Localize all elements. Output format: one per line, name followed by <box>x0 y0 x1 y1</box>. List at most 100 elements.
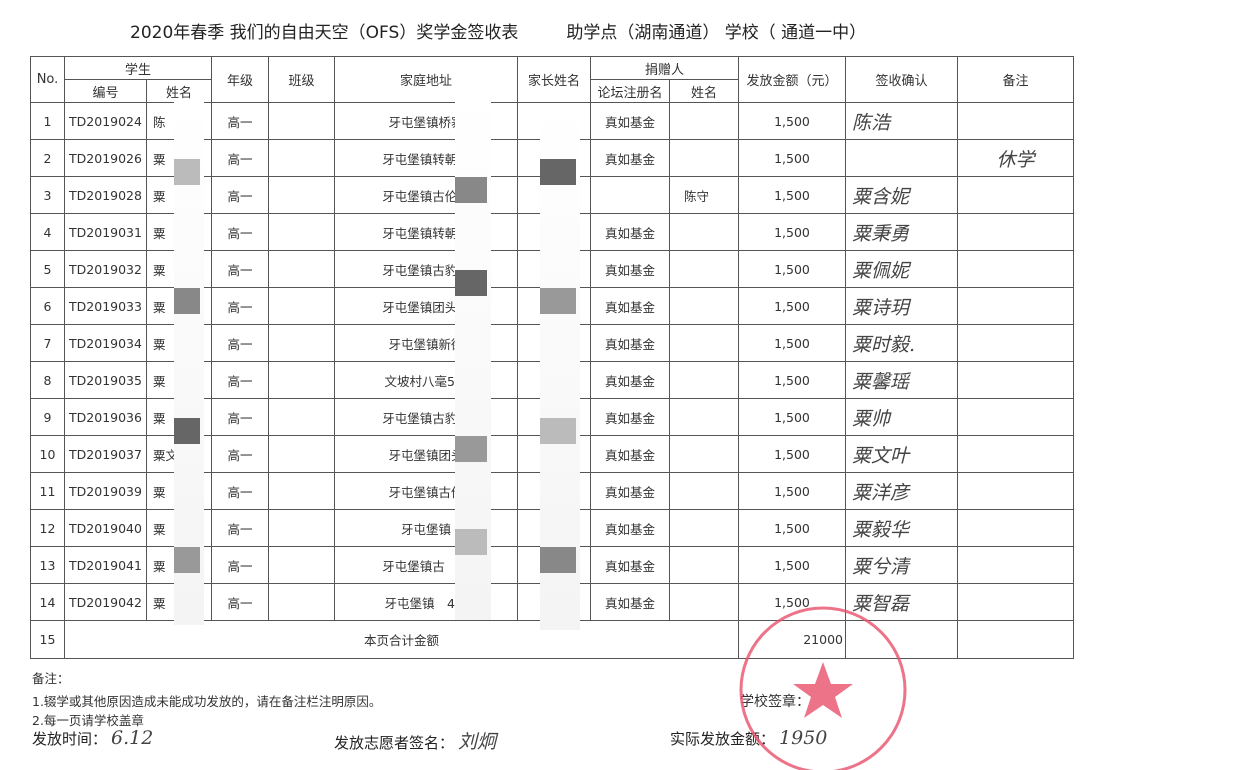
donor-name <box>669 213 739 251</box>
remark <box>957 287 1074 325</box>
grade: 高一 <box>211 546 269 584</box>
donor-name <box>669 546 739 584</box>
donor-name <box>669 139 739 177</box>
student-id: TD2019031 <box>64 213 147 251</box>
student-id: TD2019036 <box>64 398 147 436</box>
col-parent: 家长姓名 <box>517 56 591 103</box>
student-id: TD2019037 <box>64 435 147 473</box>
remark <box>957 472 1074 510</box>
row-no: 6 <box>30 287 65 325</box>
actual-amount-value: 1950 <box>779 727 828 749</box>
grade: 高一 <box>211 583 269 621</box>
donor-name <box>669 509 739 547</box>
redaction-block <box>455 177 487 203</box>
notes-heading: 备注： <box>32 671 70 686</box>
signature: 粟帅 <box>845 398 958 436</box>
amount: 1,500 <box>738 250 846 288</box>
grade: 高一 <box>211 435 269 473</box>
actual-amount-label: 实际发放金额： <box>670 730 776 748</box>
redaction-block <box>174 418 200 444</box>
notes-line1: 1.辍学或其他原因造成未能成功发放的，请在备注栏注明原因。 <box>32 694 382 709</box>
donor-name <box>669 583 739 621</box>
signature: 粟毅华 <box>845 509 958 547</box>
donor-name <box>669 287 739 325</box>
redaction-block <box>174 547 200 573</box>
donor-forum-name: 真如基金 <box>590 398 670 436</box>
grade: 高一 <box>211 250 269 288</box>
redaction-block <box>540 159 576 185</box>
total-amount: 21000 <box>738 620 846 659</box>
remark <box>957 250 1074 288</box>
class <box>268 361 335 399</box>
redaction-mark <box>540 105 580 630</box>
redaction-block <box>540 418 576 444</box>
date-value: 6.12 <box>111 727 154 749</box>
remark <box>957 546 1074 584</box>
col-student-id: 编号 <box>64 79 147 103</box>
col-grade: 年级 <box>211 56 269 103</box>
date-label: 发放时间： <box>32 730 108 748</box>
total-no: 15 <box>30 620 65 659</box>
student-id: TD2019033 <box>64 287 147 325</box>
class <box>268 398 335 436</box>
page-title: 2020年春季 我们的自由天空（OFS）奖学金签收表 助学点（湖南通道） 学校（ … <box>130 18 866 43</box>
total-remark <box>957 620 1074 659</box>
amount: 1,500 <box>738 435 846 473</box>
signature: 粟佩妮 <box>845 250 958 288</box>
grade: 高一 <box>211 361 269 399</box>
donor-name: 陈守 <box>669 176 739 214</box>
row-no: 5 <box>30 250 65 288</box>
student-id: TD2019041 <box>64 546 147 584</box>
signature: 粟秉勇 <box>845 213 958 251</box>
donor-name <box>669 102 739 140</box>
form-title: 2020年春季 我们的自由天空（OFS）奖学金签收表 <box>130 23 519 43</box>
redaction-block <box>455 436 487 462</box>
col-student-name: 姓名 <box>146 79 212 103</box>
donor-name <box>669 398 739 436</box>
signature: 粟洋彦 <box>845 472 958 510</box>
student-id: TD2019042 <box>64 583 147 621</box>
student-id: TD2019028 <box>64 176 147 214</box>
amount: 1,500 <box>738 139 846 177</box>
row-no: 11 <box>30 472 65 510</box>
grade: 高一 <box>211 287 269 325</box>
class <box>268 213 335 251</box>
redaction-mark <box>174 100 204 625</box>
signature: 粟含妮 <box>845 176 958 214</box>
donor-forum-name <box>590 176 670 214</box>
signature: 粟时毅. <box>845 324 958 362</box>
student-id: TD2019026 <box>64 139 147 177</box>
grade: 高一 <box>211 213 269 251</box>
donor-forum-name: 真如基金 <box>590 583 670 621</box>
volunteer-label: 发放志愿者签名： <box>334 734 455 752</box>
col-donor: 捐赠人 <box>590 56 739 80</box>
signature: 陈浩 <box>845 102 958 140</box>
grade: 高一 <box>211 139 269 177</box>
class <box>268 509 335 547</box>
donor-forum-name: 真如基金 <box>590 213 670 251</box>
donor-forum-name: 真如基金 <box>590 102 670 140</box>
class <box>268 287 335 325</box>
signature: 粟馨瑶 <box>845 361 958 399</box>
remark <box>957 361 1074 399</box>
row-no: 2 <box>30 139 65 177</box>
donor-forum-name: 真如基金 <box>590 435 670 473</box>
amount: 1,500 <box>738 546 846 584</box>
donor-forum-name: 真如基金 <box>590 509 670 547</box>
row-no: 9 <box>30 398 65 436</box>
donor-forum-name: 真如基金 <box>590 361 670 399</box>
row-no: 13 <box>30 546 65 584</box>
remark <box>957 583 1074 621</box>
total-label: 本页合计金额 <box>64 620 739 659</box>
scholarship-table: No. 学生 年级 班级 家庭地址 家长姓名 捐赠人 发放金额（元） 签收确认 … <box>30 56 1074 659</box>
site-info: 助学点（湖南通道） 学校（ 通道一中） <box>566 23 867 43</box>
class <box>268 583 335 621</box>
row-no: 3 <box>30 176 65 214</box>
grade: 高一 <box>211 324 269 362</box>
col-remark: 备注 <box>957 56 1074 103</box>
signature <box>845 139 958 177</box>
school-seal-label: 学校签章： <box>740 694 810 710</box>
total-confirm <box>845 620 958 659</box>
grade: 高一 <box>211 398 269 436</box>
